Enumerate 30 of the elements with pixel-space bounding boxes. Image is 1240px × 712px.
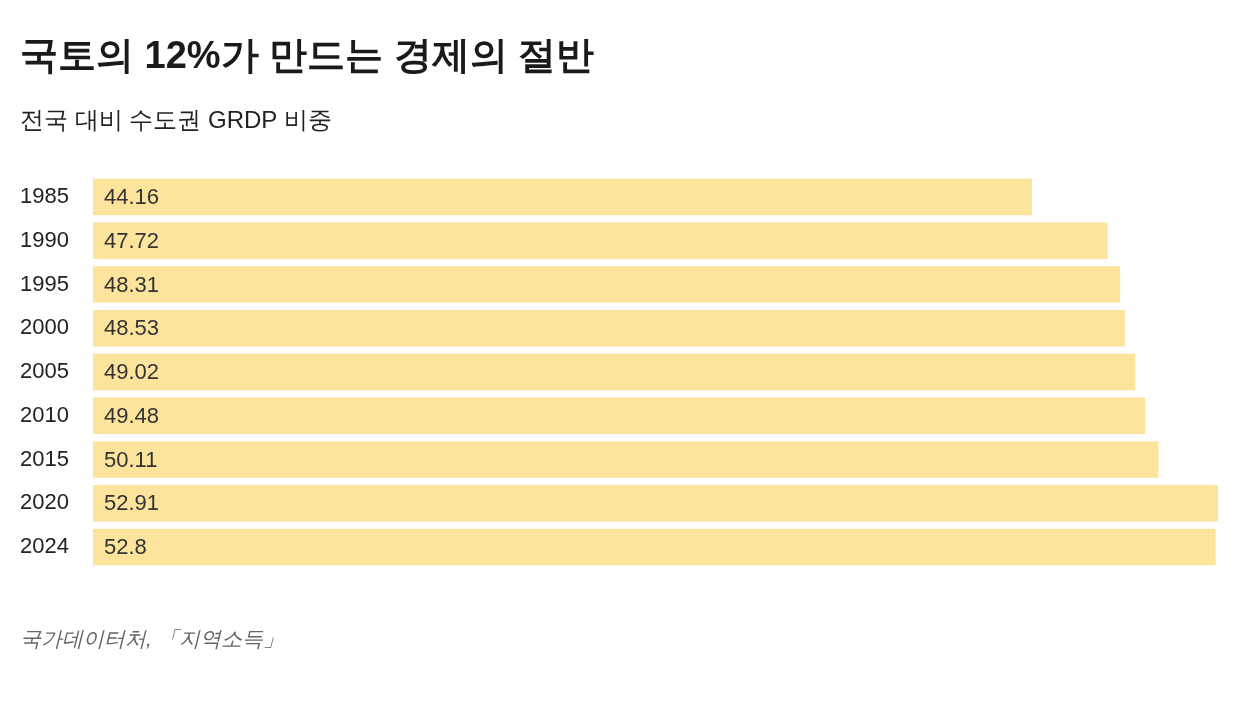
bar xyxy=(92,397,1146,434)
y-tick-label: 2005 xyxy=(20,358,69,384)
bar xyxy=(92,441,1159,478)
y-tick-label: 2000 xyxy=(20,314,69,340)
data-label: 47.72 xyxy=(103,227,159,253)
bar xyxy=(92,222,1108,260)
bar xyxy=(92,266,1121,303)
bar xyxy=(92,528,1216,566)
data-label: 49.02 xyxy=(103,359,159,385)
y-tick-label: 2015 xyxy=(20,445,69,471)
bar xyxy=(92,310,1125,347)
bar xyxy=(92,178,1032,216)
text: 국가데이터처, 「지역소득」 xyxy=(20,626,284,652)
y-tick-label: 1995 xyxy=(20,270,69,296)
bar xyxy=(92,353,1136,391)
chart-subtitle: 전국 대비 수도권 GRDP 비중 xyxy=(20,105,332,135)
data-label: 49.48 xyxy=(103,402,159,428)
chart-title: 국토의 12%가 만드는 경제의 절반 xyxy=(20,33,595,78)
data-label: 48.53 xyxy=(103,315,159,341)
y-tick-label: 1985 xyxy=(20,183,69,209)
data-label: 50.11 xyxy=(103,446,158,472)
data-label: 52.8 xyxy=(103,534,147,559)
y-tick-label: 2020 xyxy=(20,489,69,515)
data-label: 48.31 xyxy=(103,271,159,297)
data-label: 44.16 xyxy=(103,184,159,210)
y-tick-label: 1990 xyxy=(20,226,69,252)
y-tick-label: 2010 xyxy=(20,401,69,427)
y-tick-label: 2024 xyxy=(20,533,69,558)
data-label: 52.91 xyxy=(103,490,159,516)
bar xyxy=(92,484,1218,522)
